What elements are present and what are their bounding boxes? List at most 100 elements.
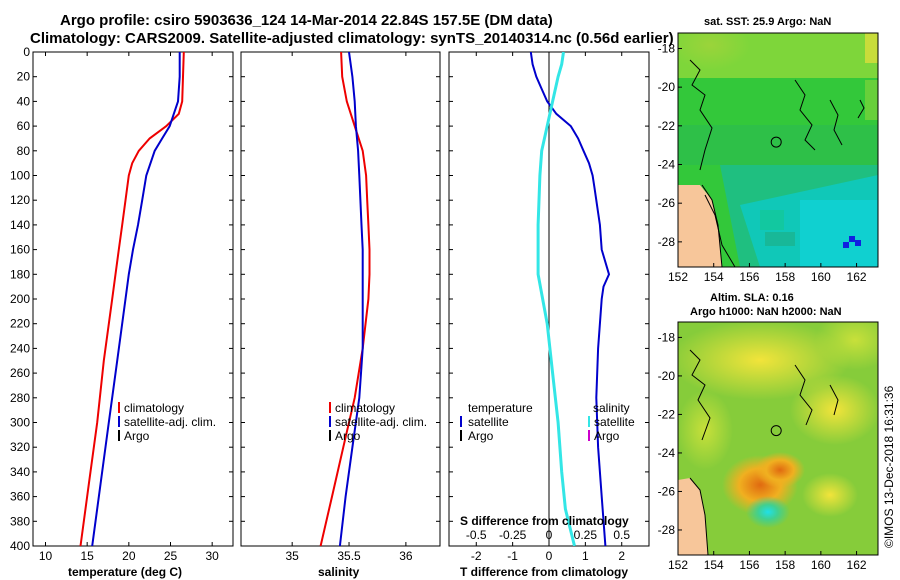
temperature-x-label: temperature (deg C) [68, 565, 182, 579]
map-y-tick-label: -18 [658, 330, 676, 344]
salinity-difference-top-label: S difference from climatology [460, 514, 629, 528]
x-tick-label: 2 [618, 549, 625, 563]
legend-argo-label: Argo [335, 429, 361, 443]
depth-tick-label: 220 [10, 317, 30, 331]
sst-map-frame [677, 32, 879, 268]
map-y-tick-label: -26 [658, 484, 676, 498]
x-tick-label: 35.5 [337, 549, 361, 563]
sla-map-frame [677, 321, 879, 556]
depth-tick-label: 360 [10, 490, 30, 504]
map-y-tick-label: -28 [658, 523, 676, 537]
temperature-climatology-line [79, 52, 185, 546]
legend-s-satellite-label: satellite [594, 415, 635, 429]
sst-map-axes: 152 154 156 158 160 162 -18 -20 -22 -24 -26 -28 [658, 41, 867, 284]
map-x-tick-label: 156 [739, 270, 759, 284]
map-x-tick-label: 160 [811, 270, 831, 284]
legend-satellite-label: satellite-adj. clim. [335, 415, 427, 429]
x-tick-label: 1 [582, 549, 589, 563]
map-y-tick-label: -26 [658, 196, 676, 210]
map-x-tick-label: 152 [668, 558, 688, 572]
difference-legend: temperature salinity satellite Argo sate… [460, 401, 635, 443]
depth-tick-label: 20 [17, 70, 31, 84]
salinity-legend: climatology satellite-adj. clim. Argo [329, 401, 427, 443]
salinity-difference-tick-label: -0.25 [499, 528, 527, 542]
salinity-difference-tick-label: 0.5 [613, 528, 630, 542]
difference-x-label: T difference from climatology [460, 565, 628, 579]
depth-tick-label: 200 [10, 292, 30, 306]
temperature-x-axis: 10 15 20 25 30 [39, 52, 219, 563]
salinity-climatology-line [319, 52, 371, 546]
x-tick-label: 20 [122, 549, 136, 563]
map-x-tick-label: 154 [704, 270, 724, 284]
sla-map [678, 322, 878, 555]
x-tick-label: 35 [285, 549, 299, 563]
map-x-tick-label: 160 [811, 558, 831, 572]
map-x-tick-label: 162 [847, 558, 867, 572]
map-y-tick-label: -18 [658, 41, 676, 55]
sla-map-title-line2: Argo h1000: NaN h2000: NaN [690, 306, 842, 318]
map-x-tick-label: 154 [704, 558, 724, 572]
depth-tick-label: 340 [10, 465, 30, 479]
difference-x-axis: -2 -1 0 1 2 [471, 52, 625, 563]
salinity-difference-tick-label: 0 [546, 528, 553, 542]
depth-tick-label: 260 [10, 366, 30, 380]
temperature-plot-frame [32, 51, 234, 547]
temperature-legend: climatology satellite-adj. clim. Argo [118, 401, 216, 443]
map-y-tick-label: -28 [658, 235, 676, 249]
temperature-difference-line [529, 52, 611, 546]
depth-tick-label: 120 [10, 193, 30, 207]
depth-tick-label: 140 [10, 218, 30, 232]
legend-temperature-header: temperature [468, 401, 533, 415]
sst-map-title: sat. SST: 25.9 Argo: NaN [704, 16, 831, 28]
legend-t-argo-label: Argo [468, 429, 494, 443]
legend-satellite-label: satellite-adj. clim. [124, 415, 216, 429]
map-x-tick-label: 158 [775, 270, 795, 284]
x-tick-label: 0 [546, 549, 553, 563]
salinity-difference-line [536, 52, 576, 546]
sla-map-axes: 152 154 156 158 160 162 -18 -20 -22 -24 -26 -28 [658, 330, 867, 572]
legend-s-argo-label: Argo [594, 429, 620, 443]
depth-tick-label: 40 [17, 94, 31, 108]
depth-tick-label: 180 [10, 267, 30, 281]
map-y-tick-label: -24 [658, 446, 676, 460]
imos-watermark: ©IMOS 13-Dec-2018 16:31:36 [882, 385, 896, 548]
legend-t-satellite-label: satellite [468, 415, 509, 429]
temperature-satellite-line [91, 52, 181, 546]
map-y-tick-label: -22 [658, 407, 676, 421]
x-tick-label: 15 [80, 549, 94, 563]
depth-tick-label: 320 [10, 440, 30, 454]
depth-tick-label: 0 [23, 45, 30, 59]
salinity-difference-tick-label: -0.5 [466, 528, 487, 542]
sla-profile-marker [770, 425, 782, 437]
map-y-tick-label: -24 [658, 158, 676, 172]
sla-map-title-line1: Altim. SLA: 0.16 [710, 292, 794, 304]
salinity-difference-tick-label: 0.25 [574, 528, 598, 542]
map-x-tick-label: 156 [739, 558, 759, 572]
x-tick-label: 25 [164, 549, 178, 563]
depth-tick-label: 280 [10, 391, 30, 405]
salinity-x-axis: 35 35.5 36 [285, 52, 413, 563]
x-tick-label: -2 [471, 549, 482, 563]
depth-tick-label: 240 [10, 341, 30, 355]
x-tick-label: 36 [399, 549, 413, 563]
depth-tick-label: 380 [10, 514, 30, 528]
x-tick-label: 30 [205, 549, 219, 563]
legend-argo-label: Argo [124, 429, 150, 443]
map-x-tick-label: 152 [668, 270, 688, 284]
sst-profile-marker [770, 136, 782, 148]
legend-climatology-label: climatology [335, 401, 395, 415]
legend-salinity-header: salinity [593, 401, 630, 415]
x-tick-label: -1 [507, 549, 518, 563]
depth-axis: 0 20 40 60 80 100 120 140 160 180 200 220 240 260 280 3… [10, 45, 649, 553]
depth-tick-label: 160 [10, 243, 30, 257]
figure-title-line2: Climatology: CARS2009. Satellite-adjuste… [30, 30, 674, 47]
depth-tick-label: 300 [10, 416, 30, 430]
map-x-tick-label: 162 [847, 270, 867, 284]
map-x-tick-label: 158 [775, 558, 795, 572]
depth-tick-label: 400 [10, 539, 30, 553]
salinity-x-label: salinity [318, 565, 360, 579]
sst-map [678, 33, 878, 267]
legend-climatology-label: climatology [124, 401, 184, 415]
depth-tick-label: 100 [10, 169, 30, 183]
